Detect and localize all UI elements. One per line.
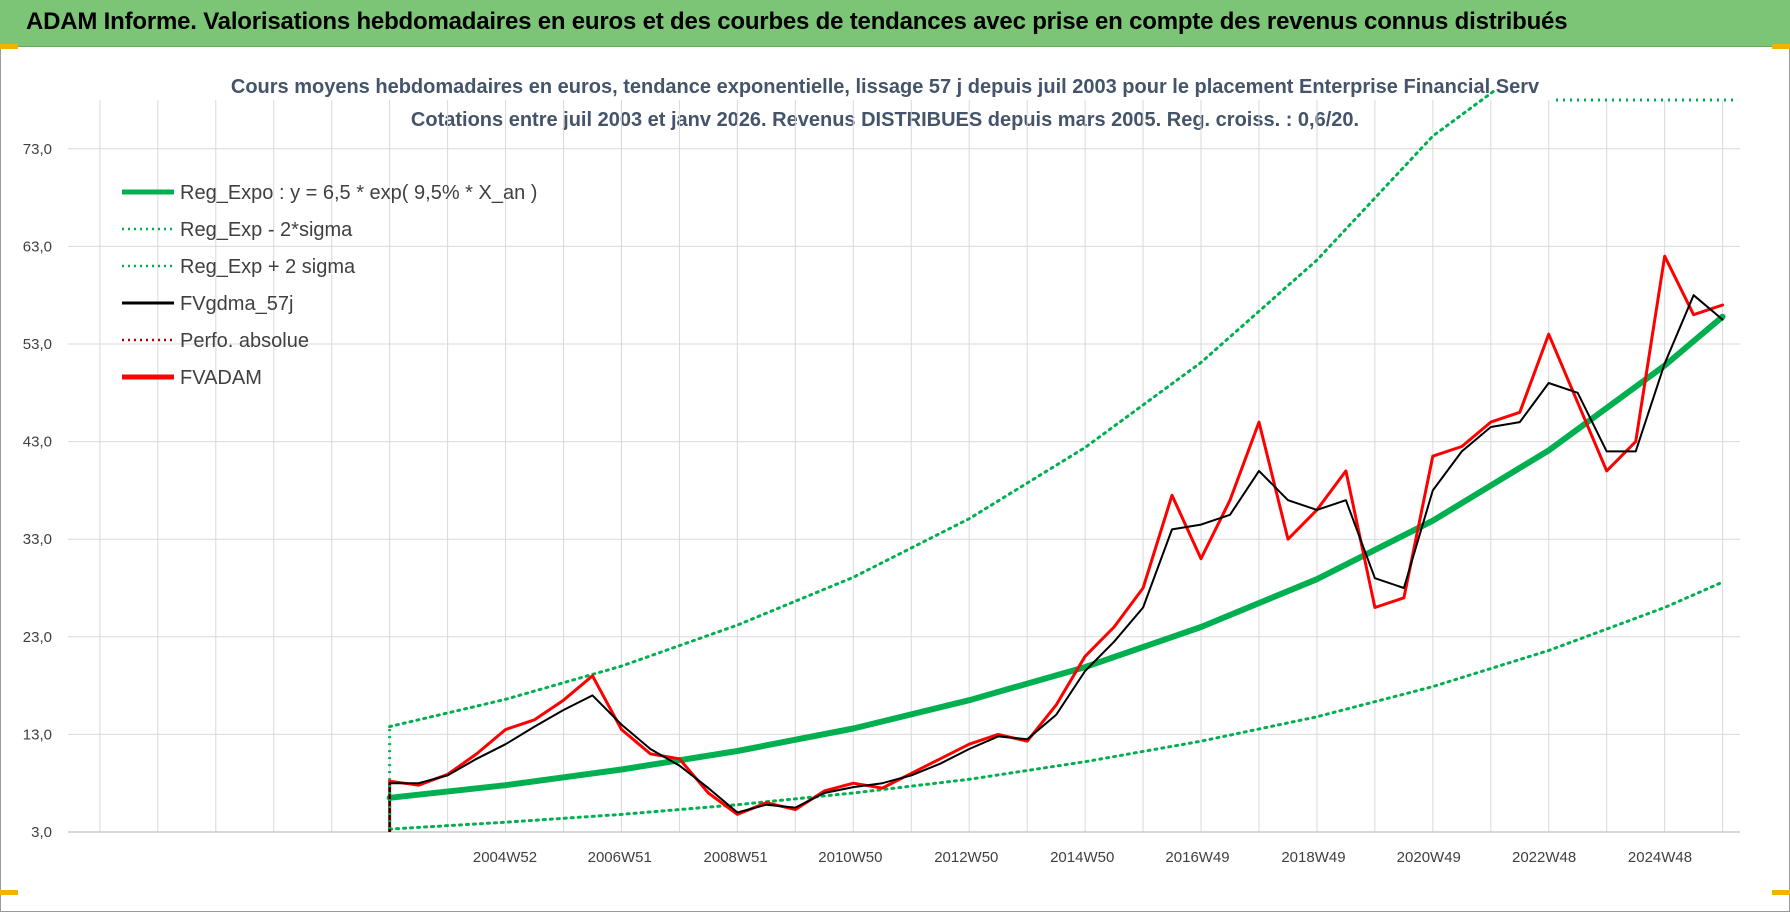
x-tick-label: 2014W50 [1050, 849, 1114, 866]
legend-label: FVADAM [180, 367, 262, 389]
title-banner: ADAM Informe. Valorisations hebdomadaire… [0, 0, 1790, 47]
corner-marker [0, 890, 18, 895]
y-tick-label: 43,0 [23, 434, 52, 451]
banner-title: ADAM Informe. Valorisations hebdomadaire… [26, 8, 1568, 35]
series-line [388, 90, 1498, 729]
x-tick-label: 2010W50 [818, 849, 882, 866]
series-line [388, 294, 1724, 832]
y-tick-label: 3,0 [31, 824, 52, 841]
y-tick-label: 23,0 [23, 629, 52, 646]
series-line [388, 254, 1725, 832]
chart-title: Cours moyens hebdomadaires en euros, ten… [231, 76, 1540, 98]
series-line [386, 313, 1726, 801]
y-tick-label: 53,0 [23, 336, 52, 353]
series-line [388, 580, 1725, 831]
x-tick-label: 2006W51 [588, 849, 652, 866]
chart-subtitle: Cotations entre juil 2003 et janv 2026. … [411, 109, 1359, 131]
grid [68, 100, 1740, 833]
legend: Reg_Expo : y = 6,5 * exp( 9,5% * X_an ) R… [122, 182, 537, 389]
x-tick-label: 2024W48 [1628, 849, 1692, 866]
axes: 73,0 63,0 53,0 43,0 33,0 23,0 13,0 3,0 2004W52 20… [23, 141, 1740, 866]
x-tick-label: 2020W49 [1397, 849, 1461, 866]
series [386, 90, 1735, 832]
legend-label: Perfo. absolue [180, 330, 309, 352]
y-tick-label: 63,0 [23, 238, 52, 255]
y-tick-label: 13,0 [23, 726, 52, 743]
corner-marker [1772, 890, 1790, 895]
corner-marker [0, 44, 18, 49]
y-tick-label: 33,0 [23, 531, 52, 548]
x-tick-label: 2004W52 [473, 849, 537, 866]
x-tick-label: 2022W48 [1512, 849, 1576, 866]
x-tick-label: 2012W50 [934, 849, 998, 866]
x-tick-label: 2016W49 [1165, 849, 1229, 866]
legend-label: FVgdma_57j [180, 293, 293, 315]
corner-marker [1772, 44, 1790, 49]
y-tick-label: 73,0 [23, 141, 52, 158]
legend-label: Reg_Exp - 2*sigma [180, 219, 353, 241]
legend-label: Reg_Exp + 2 sigma [180, 256, 356, 278]
legend-label: Reg_Expo : y = 6,5 * exp( 9,5% * X_an ) [180, 182, 537, 204]
x-tick-label: 2008W51 [704, 849, 768, 866]
x-tick-label: 2018W49 [1281, 849, 1345, 866]
